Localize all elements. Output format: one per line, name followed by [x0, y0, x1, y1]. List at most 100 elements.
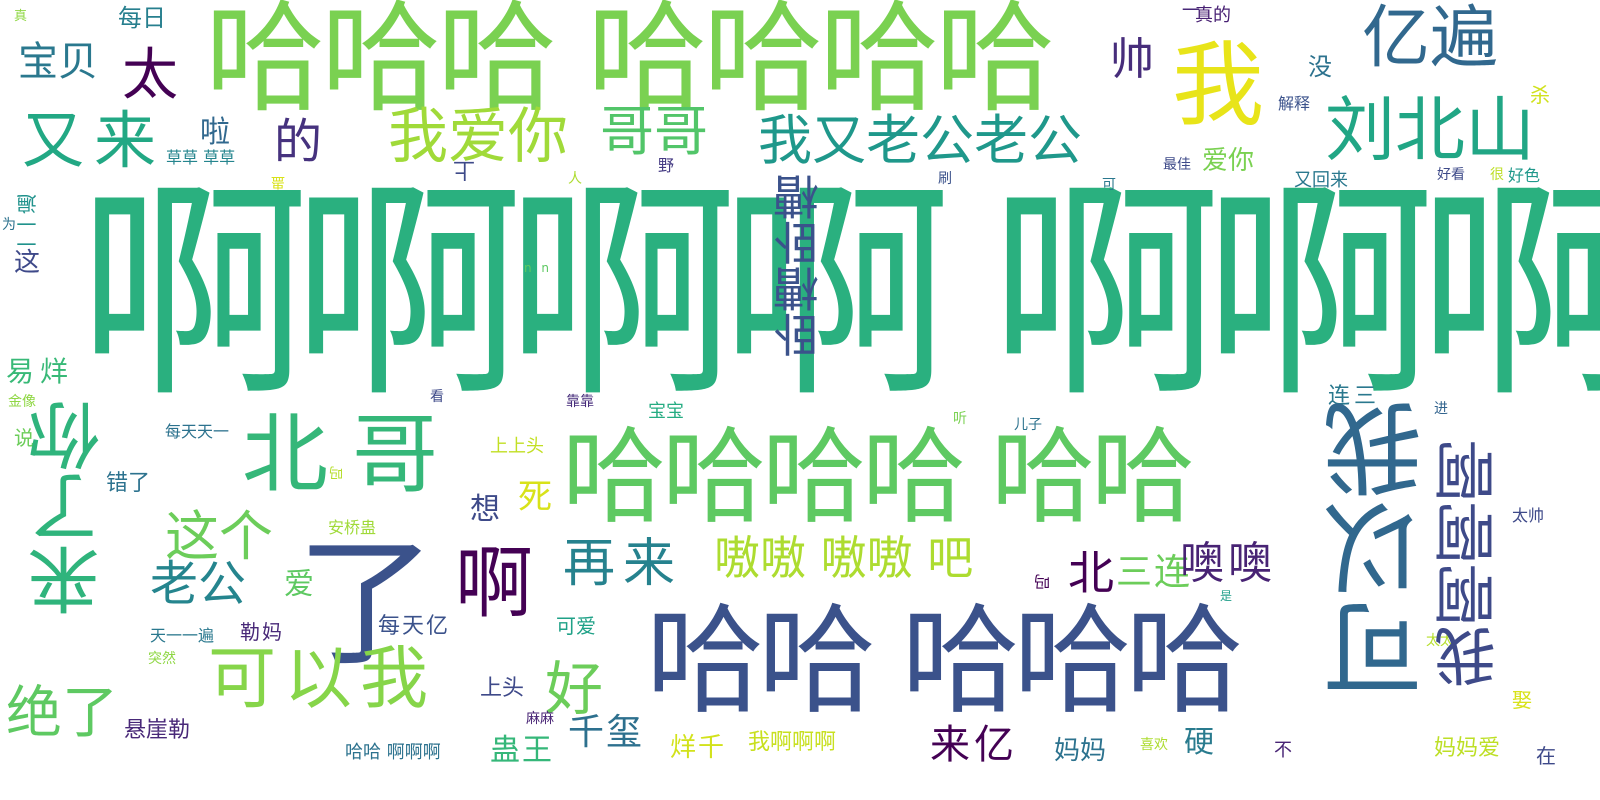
word: 宝宝: [648, 401, 684, 422]
word: 蛊王: [490, 733, 554, 768]
word: 老公: [150, 556, 247, 612]
word: 嗷嗷 嗷嗷 吧: [714, 531, 974, 585]
word: 我爱你: [388, 102, 568, 172]
word: 草草 草草: [166, 148, 236, 167]
word: 是: [1220, 589, 1233, 603]
word: 北哥: [242, 405, 462, 505]
word: 帅: [1110, 34, 1154, 85]
word: 娶: [1512, 688, 1532, 712]
word: 刷: [938, 171, 952, 187]
word: 可以我: [208, 640, 437, 719]
word: 刘北山: [1325, 89, 1535, 171]
word: 吗: [1034, 574, 1053, 590]
word: 我啊啊啊: [1434, 440, 1507, 688]
word: 死: [518, 477, 552, 517]
word: 人: [568, 171, 582, 187]
word: 很: [1490, 167, 1504, 183]
word: 不: [1274, 740, 1292, 761]
word: 连三: [1328, 384, 1381, 409]
word: 真的: [1195, 5, 1231, 26]
word: 蛊: [271, 176, 287, 190]
word: 看: [430, 389, 444, 405]
word: 一: [1182, 0, 1203, 18]
word: 太: [122, 43, 178, 108]
word: 儿子: [1014, 417, 1042, 433]
word: 爱: [284, 567, 314, 602]
word: 杀: [1530, 83, 1550, 107]
word: 我: [1172, 32, 1265, 139]
word: 野: [658, 156, 675, 175]
word: 进: [1434, 401, 1448, 417]
word: 安桥蛊: [328, 518, 377, 537]
word: 又回来: [1294, 170, 1348, 191]
word: 太帅: [1512, 506, 1545, 525]
word: 每天天一: [165, 422, 230, 441]
word: 可爱: [556, 614, 596, 638]
word: 吗: [329, 466, 345, 480]
word: 悬崖勒: [124, 718, 191, 743]
word: 真: [14, 9, 28, 24]
word: 宝贝: [18, 39, 98, 85]
word: 这个: [165, 505, 273, 568]
word: 来了你: [28, 400, 112, 616]
word: 哈哈 啊啊啊: [345, 742, 441, 763]
word: 啦: [200, 115, 230, 150]
word: 哈哈哈 哈哈哈哈: [205, 0, 1055, 129]
word: 再来: [563, 534, 684, 594]
word: 勒妈: [240, 620, 284, 644]
word: 在: [1536, 744, 1556, 768]
word: 上头: [480, 676, 525, 701]
word: 好: [545, 655, 604, 723]
word: 没: [1308, 53, 1332, 81]
word: 我啊啊啊: [748, 730, 837, 755]
word: 为: [2, 217, 16, 233]
word: 最佳: [1163, 157, 1191, 173]
word: 我又老公老公: [758, 109, 1082, 172]
word: 可以我: [1323, 400, 1440, 700]
word: 亿遍: [1362, 0, 1499, 78]
word: 北: [1068, 546, 1114, 600]
word: 卧槽卧槽: [772, 174, 826, 358]
word: 说: [14, 426, 34, 450]
word: 好色: [1508, 166, 1541, 185]
word: 这: [14, 248, 41, 278]
word: 每日: [118, 4, 166, 32]
word: 的: [274, 114, 323, 170]
word: n n: [524, 261, 553, 275]
word: 错了: [106, 471, 151, 496]
word: 哈哈哈哈 哈哈: [562, 416, 1195, 538]
word: 突然: [148, 651, 176, 667]
word: 啊啊啊啊 啊啊啊啊: [78, 159, 1600, 429]
word: 千玺: [568, 712, 645, 753]
word: 每天亿: [378, 614, 451, 639]
word: 金像: [8, 394, 36, 410]
word: 想: [470, 492, 500, 527]
word: 喜欢: [1140, 737, 1168, 753]
word: 啊: [455, 539, 534, 629]
word: 哈哈 哈哈哈: [646, 592, 1244, 730]
word: 一一遍: [16, 194, 40, 254]
word: 妈妈爱: [1434, 736, 1501, 761]
word: 听: [953, 411, 967, 427]
word: 三连: [1116, 552, 1193, 593]
word: 好看: [1437, 167, 1465, 183]
word: 太太: [1426, 633, 1454, 649]
word: 妈妈: [1054, 736, 1107, 766]
word: 又来: [22, 104, 167, 177]
word: 靠靠: [566, 394, 594, 410]
word: 解释: [1278, 94, 1311, 113]
word: 烊千: [670, 733, 727, 763]
word: 天一一遍: [150, 626, 215, 645]
word: 上: [454, 160, 479, 182]
word: 噢噢: [1180, 538, 1276, 589]
word: 爱你: [1202, 146, 1255, 176]
word: 绝了: [6, 681, 118, 746]
word: 麻麻: [526, 711, 554, 727]
word: 硬: [1184, 725, 1214, 760]
word: 哥哥: [600, 100, 708, 163]
word: 上上头: [490, 436, 544, 457]
word: 来亿: [930, 722, 1018, 768]
word: 可: [1102, 177, 1116, 193]
word: 了: [296, 523, 437, 686]
